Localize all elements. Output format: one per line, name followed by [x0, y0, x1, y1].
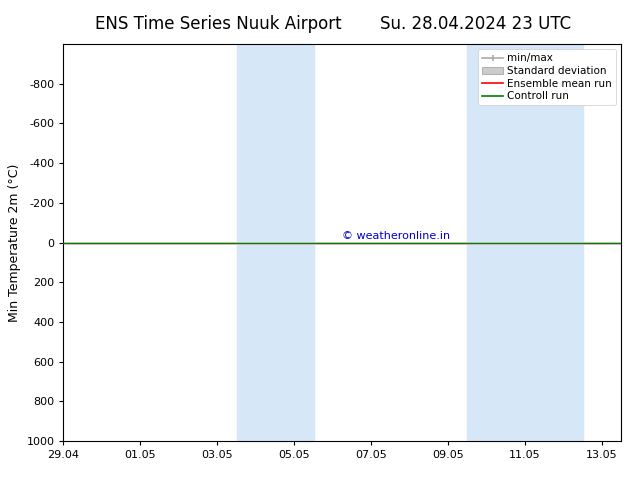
Y-axis label: Min Temperature 2m (°C): Min Temperature 2m (°C) — [8, 163, 21, 322]
Bar — [467, 44, 583, 441]
Text: Su. 28.04.2024 23 UTC: Su. 28.04.2024 23 UTC — [380, 15, 571, 33]
Text: © weatheronline.in: © weatheronline.in — [342, 231, 451, 241]
Legend: min/max, Standard deviation, Ensemble mean run, Controll run: min/max, Standard deviation, Ensemble me… — [478, 49, 616, 105]
Bar — [236, 44, 313, 441]
Text: ENS Time Series Nuuk Airport: ENS Time Series Nuuk Airport — [95, 15, 342, 33]
